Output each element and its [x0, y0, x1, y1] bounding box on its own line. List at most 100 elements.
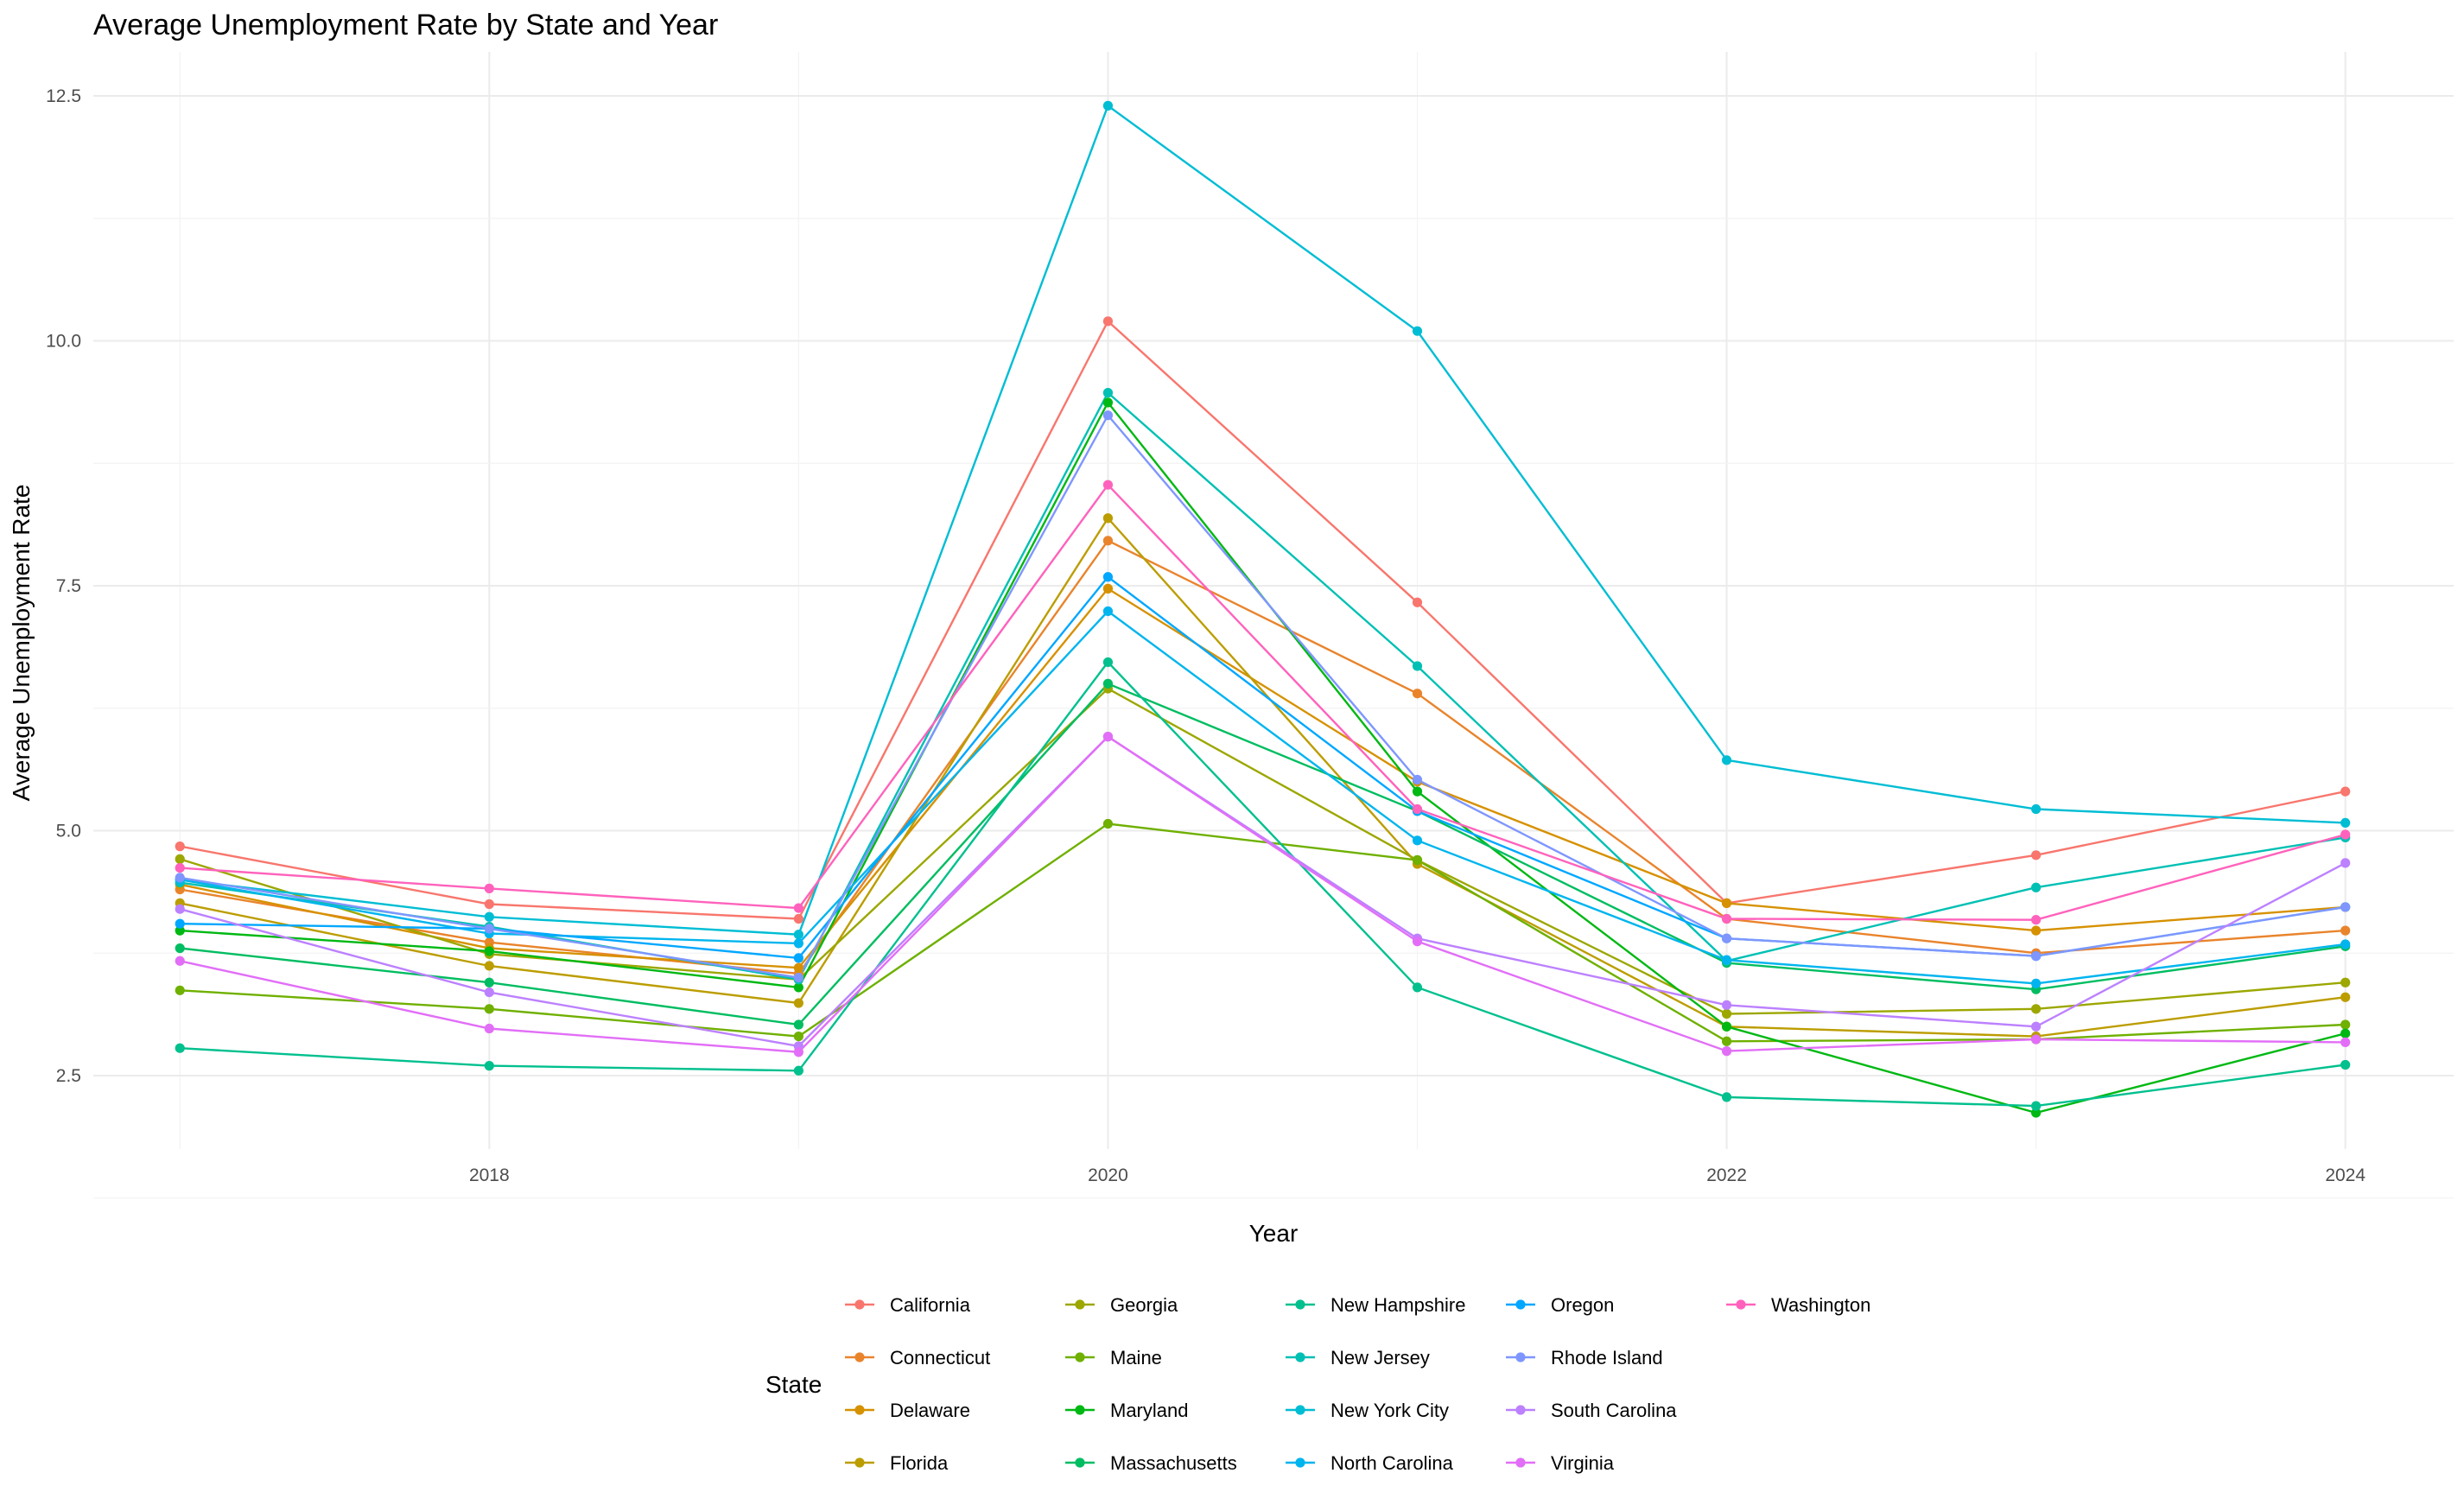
- data-point-massachusetts: [484, 977, 494, 987]
- series-line-maryland: [180, 400, 2346, 1114]
- data-point-washington: [1721, 913, 1732, 924]
- legend-item-florida: Florida: [845, 1452, 949, 1474]
- data-point-new-hampshire: [175, 1043, 185, 1053]
- chart-title: Average Unemployment Rate by State and Y…: [93, 9, 718, 41]
- data-point-new-york-city: [1721, 755, 1732, 765]
- x-tick-label: 2024: [2325, 1165, 2366, 1185]
- data-point-new-hampshire: [1721, 1092, 1732, 1102]
- legend-label: New York City: [1330, 1400, 1449, 1421]
- data-point-north-carolina: [1721, 955, 1732, 965]
- data-point-california: [175, 841, 185, 852]
- data-point-north-carolina: [2340, 939, 2351, 949]
- legend-item-delaware: Delaware: [845, 1400, 970, 1421]
- data-point-new-york-city: [2031, 803, 2042, 815]
- legend-key-point: [1295, 1405, 1305, 1415]
- data-point-florida: [484, 961, 494, 971]
- data-point-new-hampshire: [2031, 1101, 2042, 1111]
- legend-title: State: [765, 1371, 822, 1398]
- series-lines: [179, 104, 2347, 1114]
- data-point-virginia: [2031, 1034, 2042, 1045]
- data-point-rhode-island: [1412, 774, 1423, 785]
- data-point-oregon: [1102, 572, 1114, 582]
- x-axis-ticks: 2018 2020 2022 2024: [469, 1165, 2366, 1185]
- legend-item-virginia: Virginia: [1506, 1452, 1615, 1474]
- data-point-washington: [2031, 915, 2042, 925]
- data-point-rhode-island: [1102, 410, 1114, 421]
- legend-key-point: [1075, 1405, 1085, 1415]
- legend-key-point: [854, 1299, 865, 1310]
- legend-item-south-carolina: South Carolina: [1506, 1400, 1677, 1421]
- y-axis-ticks: 2.5 5.0 7.5 10.0 12.5: [46, 86, 81, 1086]
- data-point-washington: [1102, 479, 1114, 490]
- y-axis-title: Average Unemployment Rate: [8, 485, 35, 802]
- data-point-delaware: [2031, 925, 2042, 936]
- data-point-florida: [1102, 513, 1114, 524]
- data-point-florida: [793, 998, 803, 1008]
- legend-label: Maryland: [1110, 1400, 1188, 1421]
- series-line-florida: [180, 516, 2346, 1038]
- data-point-virginia: [484, 1023, 494, 1034]
- data-point-washington: [2340, 829, 2351, 840]
- legend-item-massachusetts: Massachusetts: [1065, 1452, 1237, 1474]
- data-point-maine: [484, 1004, 494, 1014]
- series-line-rhode-island: [180, 413, 2346, 979]
- data-point-maryland: [1102, 397, 1114, 408]
- data-point-south-carolina: [484, 987, 494, 998]
- x-tick-label: 2022: [1706, 1165, 1747, 1185]
- data-point-georgia: [2340, 977, 2351, 987]
- series-line-oregon: [180, 575, 2346, 960]
- legend-label: New Hampshire: [1330, 1294, 1466, 1316]
- data-point-south-carolina: [2340, 858, 2351, 868]
- legend-label: North Carolina: [1330, 1452, 1454, 1474]
- series-line-massachusetts: [180, 682, 2346, 1026]
- y-tick-label: 2.5: [56, 1066, 81, 1086]
- data-point-north-carolina: [1412, 835, 1423, 846]
- legend-key-point: [1515, 1457, 1526, 1468]
- legend-item-maine: Maine: [1065, 1347, 1162, 1368]
- data-point-california: [2031, 850, 2042, 860]
- data-point-delaware: [1721, 898, 1732, 908]
- data-point-maryland: [484, 946, 494, 956]
- data-point-california: [484, 899, 494, 910]
- data-point-california: [1412, 597, 1423, 607]
- y-tick-label: 12.5: [46, 86, 81, 106]
- data-point-virginia: [175, 956, 185, 966]
- legend-label: Maine: [1110, 1347, 1162, 1368]
- series-line-california: [180, 319, 2346, 920]
- data-point-florida: [2340, 992, 2351, 1002]
- data-point-north-carolina: [2031, 978, 2042, 988]
- data-point-south-carolina: [175, 904, 185, 914]
- data-point-maryland: [1721, 1021, 1732, 1032]
- x-tick-label: 2018: [469, 1165, 510, 1185]
- data-point-california: [2340, 786, 2351, 797]
- series-line-washington: [180, 483, 2347, 921]
- legend-label: South Carolina: [1551, 1400, 1677, 1421]
- legend-label: Massachusetts: [1110, 1452, 1237, 1474]
- series-line-connecticut: [180, 539, 2346, 975]
- legend-label: Oregon: [1551, 1294, 1614, 1316]
- data-point-south-carolina: [2031, 1021, 2042, 1032]
- legend-key-point: [1515, 1299, 1526, 1310]
- data-point-new-jersey: [1412, 661, 1423, 671]
- legend-label: Connecticut: [890, 1347, 990, 1368]
- data-point-maryland: [793, 982, 803, 993]
- data-point-georgia: [1721, 1008, 1732, 1019]
- data-point-connecticut: [2340, 925, 2351, 936]
- data-point-north-carolina: [1102, 606, 1114, 617]
- data-point-oregon: [175, 918, 185, 929]
- legend-label: Florida: [890, 1452, 949, 1474]
- data-point-new-york-city: [484, 911, 494, 922]
- data-point-south-carolina: [1721, 1000, 1732, 1010]
- series-line-virginia: [180, 735, 2346, 1053]
- data-point-massachusetts: [175, 943, 185, 954]
- data-point-washington: [175, 862, 185, 873]
- data-point-new-york-city: [793, 930, 803, 940]
- data-point-delaware: [1102, 583, 1114, 594]
- data-point-washington: [1412, 803, 1423, 815]
- x-axis-title: Year: [1249, 1220, 1299, 1247]
- y-tick-label: 10.0: [46, 332, 81, 352]
- data-point-rhode-island: [793, 972, 803, 983]
- data-point-california: [1102, 316, 1114, 327]
- data-point-new-hampshire: [1412, 982, 1423, 993]
- legend-item-connecticut: Connecticut: [845, 1347, 990, 1368]
